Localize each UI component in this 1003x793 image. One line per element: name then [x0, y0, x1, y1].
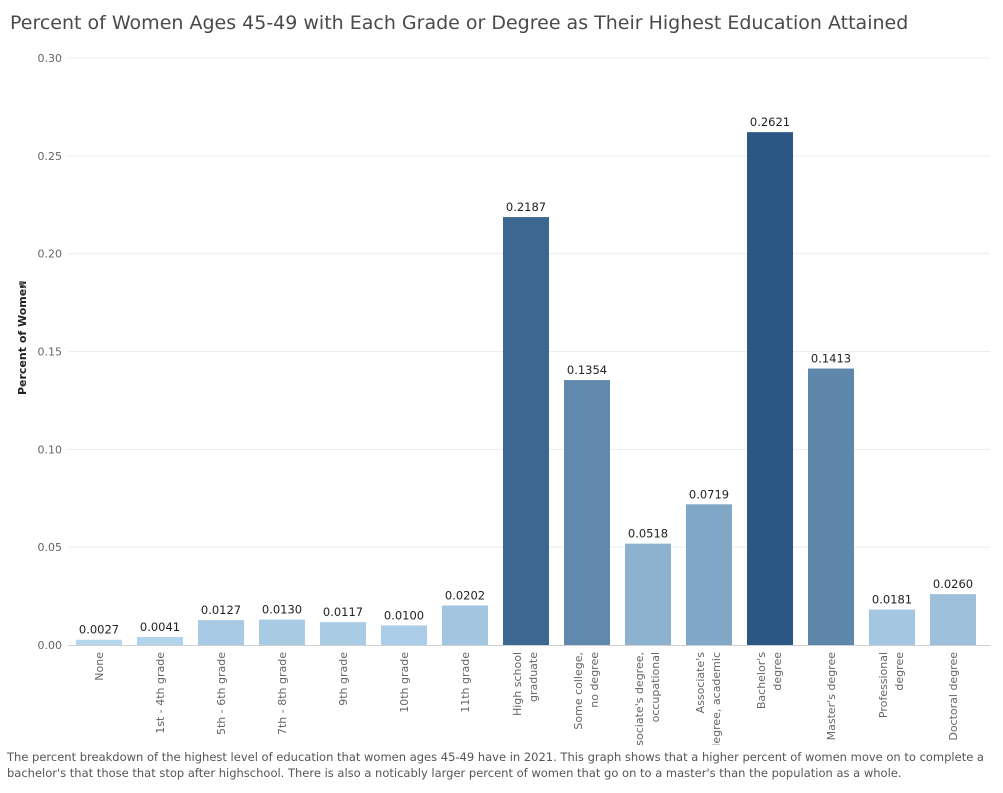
- bar[interactable]: [137, 636, 183, 645]
- chart-caption: The percent breakdown of the highest lev…: [7, 750, 984, 780]
- bar[interactable]: [381, 625, 427, 645]
- chart-title: Percent of Women Ages 45-49 with Each Gr…: [10, 12, 909, 34]
- y-axis-title: Percent of Women: [16, 279, 29, 395]
- data-label: 0.2187: [506, 200, 546, 214]
- x-tick-label: degree: [893, 652, 906, 691]
- x-tick-label: 1st - 4th grade: [154, 652, 167, 734]
- x-tick-label: degree: [771, 652, 784, 691]
- y-tick-label: 0.00: [38, 639, 63, 652]
- bar[interactable]: [76, 639, 122, 645]
- y-tick-label: 0.10: [38, 443, 63, 456]
- pin-icon[interactable]: [17, 279, 28, 290]
- y-axis-ticks: 0.00 0.05 0.10 0.15 0.20 0.25 0.30: [38, 52, 63, 652]
- x-tick-label: 7th - 8th grade: [276, 652, 289, 735]
- y-tick-label: 0.30: [38, 52, 63, 65]
- y-tick-label: 0.20: [38, 248, 63, 261]
- x-tick-label: 10th grade: [398, 652, 411, 713]
- data-label: 0.0041: [140, 620, 180, 634]
- bar[interactable]: [808, 368, 854, 645]
- bar[interactable]: [747, 132, 793, 646]
- data-label: 0.1413: [811, 352, 851, 366]
- x-tick-label: graduate: [527, 652, 540, 702]
- data-label: 0.0130: [262, 603, 302, 617]
- bar[interactable]: [564, 380, 610, 645]
- bar[interactable]: [442, 605, 488, 645]
- bar[interactable]: [930, 594, 976, 645]
- bar[interactable]: [259, 619, 305, 645]
- bar[interactable]: [686, 504, 732, 645]
- y-tick-label: 0.05: [38, 541, 63, 554]
- y-tick-label: 0.25: [38, 150, 63, 163]
- data-label: 0.0260: [933, 577, 973, 591]
- x-tick-label: Doctoral degree: [947, 652, 960, 741]
- bar[interactable]: [503, 217, 549, 645]
- x-tick-label: degree, academic: [710, 652, 723, 745]
- x-axis-categories: None 1st - 4th grade 5th - 6th grade 7th - …: [93, 652, 960, 745]
- x-tick-label: 5th - 6th grade: [215, 652, 228, 735]
- x-tick-label: Associate's: [694, 652, 707, 714]
- y-tick-label: 0.15: [38, 346, 63, 359]
- data-label: 0.0027: [79, 623, 119, 637]
- data-label: 0.0719: [689, 487, 729, 501]
- x-tick-label: Associate's degree,: [633, 652, 646, 745]
- data-label: 0.0181: [872, 593, 912, 607]
- data-label: 0.0518: [628, 527, 668, 541]
- x-tick-label: occupational: [649, 652, 662, 722]
- bar[interactable]: [198, 620, 244, 645]
- x-tick-label: no degree: [588, 652, 601, 708]
- data-label: 0.2621: [750, 115, 790, 129]
- x-tick-label: Master's degree: [825, 652, 838, 741]
- x-tick-label: None: [93, 652, 106, 681]
- data-label: 0.0202: [445, 588, 485, 602]
- data-labels: 0.0027 0.0041 0.0127 0.0130 0.0117 0.0100 0.02…: [79, 115, 973, 637]
- bar-chart: 0.00 0.05 0.10 0.15 0.20 0.25 0.30 0.0027 0.004…: [16, 52, 990, 745]
- data-label: 0.0100: [384, 608, 424, 622]
- data-label: 0.0117: [323, 605, 363, 619]
- x-tick-label: 9th grade: [337, 652, 350, 706]
- data-label: 0.0127: [201, 603, 241, 617]
- y-axis-label: Percent of Women: [16, 281, 29, 395]
- data-label: 0.1354: [567, 363, 607, 377]
- x-tick-label: 11th grade: [459, 652, 472, 713]
- x-tick-label: Some college,: [572, 652, 585, 730]
- bar[interactable]: [625, 543, 671, 645]
- x-tick-label: Bachelor's: [755, 652, 768, 709]
- x-tick-label: High school: [511, 652, 524, 716]
- x-tick-label: Professional: [877, 652, 890, 718]
- bars: [76, 132, 976, 646]
- bar[interactable]: [869, 609, 915, 645]
- bar[interactable]: [320, 622, 366, 645]
